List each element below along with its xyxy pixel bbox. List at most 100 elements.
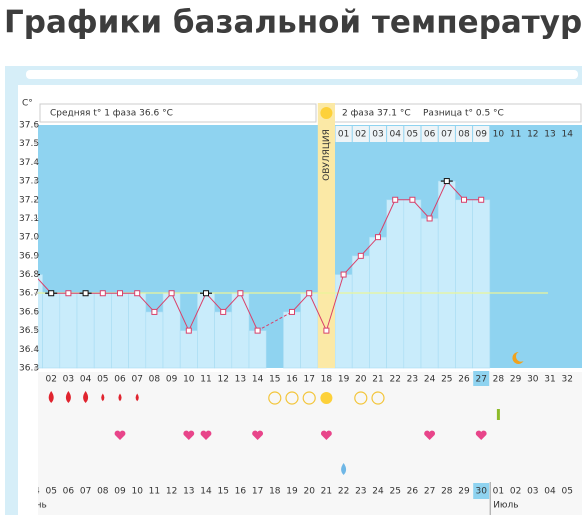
calendar-date: 12 — [166, 487, 177, 497]
phase2-day: 06 — [424, 130, 436, 140]
x-tick-label: 28 — [493, 375, 505, 385]
point — [168, 290, 175, 297]
heart-icon — [424, 430, 436, 440]
green-mark — [496, 409, 500, 420]
calendar-date: 22 — [338, 487, 349, 497]
calendar-date: 30 — [475, 487, 487, 497]
calendar-date: 07 — [80, 487, 91, 497]
drop-icon — [341, 463, 347, 475]
x-tick-label: 05 — [97, 375, 108, 385]
point — [151, 308, 158, 315]
x-tick-label: 30 — [527, 375, 539, 385]
x-tick-label: 11 — [200, 375, 211, 385]
page-title: Графики базальной температуры — [4, 5, 582, 41]
calendar-date: 04 — [28, 487, 40, 497]
x-tick-label: 16 — [286, 375, 298, 385]
x-tick-label: 10 — [183, 375, 195, 385]
calendar-date: 02 — [510, 487, 521, 497]
y-tick-label: 36.8 — [19, 270, 39, 280]
phase2-cell — [404, 126, 421, 142]
x-tick-label: 17 — [303, 375, 314, 385]
x-tick-label: 21 — [372, 375, 383, 385]
phase2-cell — [387, 126, 404, 142]
bar — [162, 292, 181, 369]
bar — [369, 236, 387, 369]
calendar-date: 18 — [269, 487, 281, 497]
circle-icon — [354, 391, 368, 405]
calendar-date: 26 — [407, 487, 419, 497]
ovulation-label: ОВУЛЯЦИЯ — [322, 129, 332, 181]
ovulation-column — [317, 103, 335, 368]
bar — [300, 292, 319, 369]
x-tick-label: 12 — [217, 375, 228, 385]
point — [478, 196, 485, 203]
calendar-date: 29 — [458, 487, 470, 497]
x-tick-label: 02 — [45, 375, 56, 385]
x-tick-label: 26 — [458, 375, 470, 385]
info-box — [39, 103, 317, 123]
bar — [231, 292, 250, 369]
x-tick-label: 31 — [544, 375, 555, 385]
moon-icon — [512, 351, 524, 364]
calendar-date: 08 — [97, 487, 109, 497]
x-tick-label: 04 — [80, 375, 92, 385]
drop-icon — [118, 393, 122, 402]
point — [375, 234, 381, 241]
point — [340, 271, 347, 278]
y-tick-label: 37.0 — [19, 233, 39, 243]
x-tick-label: 18 — [321, 375, 333, 385]
calendar-date: 17 — [252, 487, 263, 497]
calendar-date: 24 — [372, 487, 384, 497]
x-tick-label: 24 — [424, 375, 436, 385]
y-tick-label: 36.7 — [19, 289, 39, 299]
y-tick-label: 37.1 — [19, 214, 39, 224]
bar — [111, 292, 129, 369]
x-tick-label: 23 — [407, 375, 418, 385]
phase2-day: 09 — [475, 130, 487, 140]
bar — [76, 292, 95, 369]
circle-icon — [285, 391, 299, 405]
y-tick-label: 36.4 — [19, 345, 39, 355]
phase2-day: 08 — [458, 130, 470, 140]
x-tick-label: 27 — [475, 375, 486, 385]
phase2-day: 11 — [510, 130, 521, 140]
drop-icon — [83, 391, 89, 403]
phase2-day: 03 — [372, 130, 383, 140]
calendar-date: 25 — [389, 487, 400, 497]
phase2-cell — [473, 126, 490, 142]
y-tick-label: 36.6 — [19, 307, 39, 317]
y-tick-label: 36.3 — [19, 364, 39, 374]
x-tick-label: 03 — [63, 375, 74, 385]
phase2-day: 01 — [338, 130, 349, 140]
x-tick-label: 22 — [389, 375, 400, 385]
heart-icon — [320, 430, 332, 440]
calendar-date: 16 — [235, 487, 247, 497]
x-tick-label: 07 — [131, 375, 142, 385]
heart-icon — [475, 430, 487, 440]
phase2-cell — [335, 126, 352, 142]
point — [220, 308, 227, 315]
x-tick-label: 32 — [561, 375, 572, 385]
heart-icon — [183, 430, 195, 440]
phase2-info: 2 фаза 37.1 °C — [342, 109, 411, 119]
phase2-cell — [438, 126, 455, 142]
phase2-day: 04 — [389, 130, 401, 140]
calendar-date: 05 — [45, 487, 56, 497]
x-tick-label: 20 — [355, 375, 367, 385]
bar — [455, 199, 473, 369]
scrollbar — [26, 70, 578, 79]
bar — [59, 292, 78, 369]
bar — [197, 292, 215, 369]
bar — [403, 199, 422, 369]
point — [185, 327, 192, 334]
point — [443, 178, 450, 185]
calendar-date: 23 — [355, 487, 366, 497]
point — [99, 290, 106, 297]
x-tick-label: 14 — [252, 375, 264, 385]
point — [306, 290, 313, 297]
ovulation-icon — [320, 107, 333, 119]
phase2-cell — [455, 126, 473, 142]
drop-icon — [101, 393, 105, 402]
x-tick-label: 08 — [149, 375, 161, 385]
